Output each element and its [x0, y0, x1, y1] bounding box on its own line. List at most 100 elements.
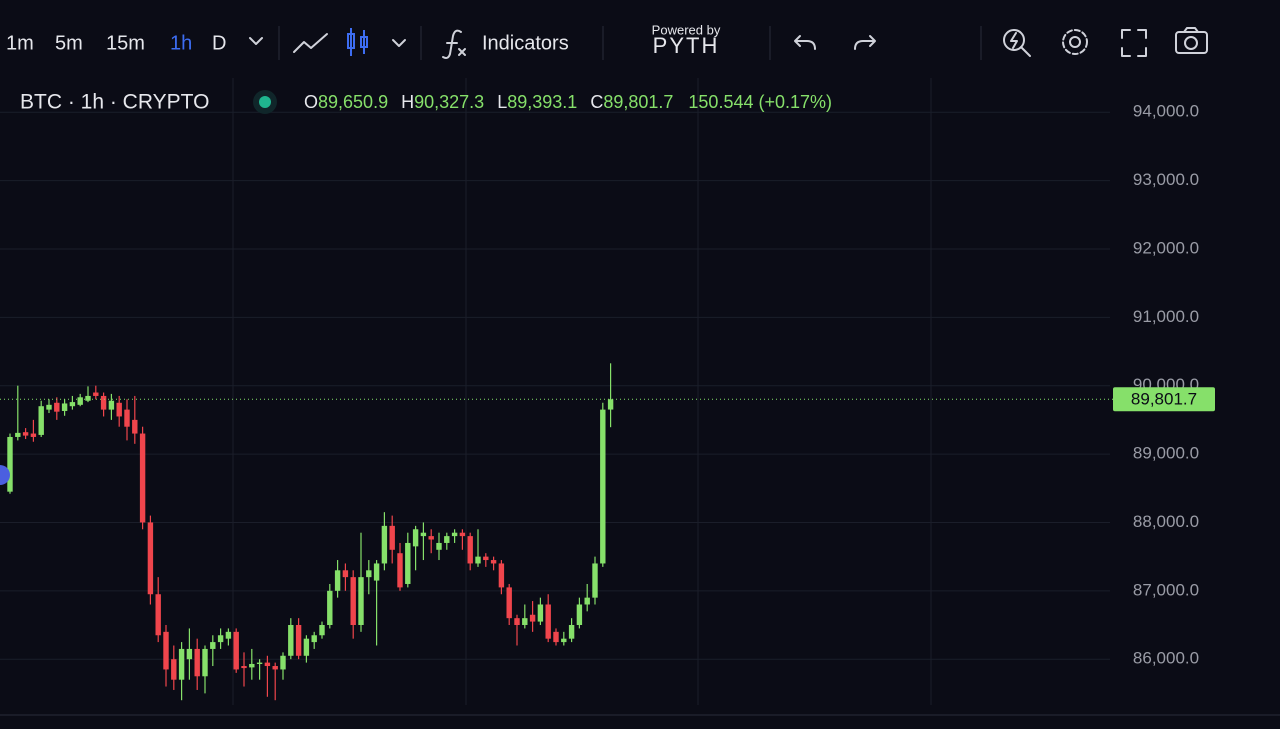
interval-button[interactable]: 15m: [106, 32, 145, 54]
interval-button[interactable]: 1h: [170, 32, 192, 54]
candle-body: [210, 642, 216, 649]
candle-body: [61, 403, 68, 411]
indicators-button[interactable]: Indicators: [482, 32, 569, 54]
candle-body: [451, 532, 458, 537]
candle-body: [147, 522, 154, 595]
redo-button[interactable]: [854, 35, 876, 50]
chart: 86,000.087,000.088,000.089,000.090,000.0…: [0, 78, 1215, 705]
settings-button[interactable]: [1062, 29, 1088, 55]
candle-body: [311, 635, 317, 643]
line-chart-button[interactable]: [293, 33, 328, 53]
candle-body: [249, 663, 255, 668]
fx-icon-x: [458, 48, 466, 56]
candle-body: [459, 532, 466, 537]
candle-body: [561, 638, 567, 643]
candle-body: [397, 553, 403, 588]
candle-body: [171, 659, 177, 680]
candle-body: [132, 419, 138, 434]
candle-body: [568, 625, 575, 639]
interval-button[interactable]: 5m: [55, 32, 83, 54]
candle-body: [256, 662, 263, 664]
l-value: 89,393.1: [507, 92, 577, 112]
c-value: 89,801.7: [603, 92, 673, 112]
candle-body: [522, 618, 528, 626]
candle-body: [506, 587, 512, 619]
candle-body: [545, 604, 551, 639]
price-tick-label: 86,000.0: [1133, 649, 1199, 668]
candle-body: [607, 399, 614, 410]
brand: PYTH: [653, 33, 720, 58]
candle-chart-button[interactable]: [347, 28, 368, 56]
candle-body: [592, 563, 598, 598]
price-tick-label: 89,000.0: [1133, 444, 1199, 463]
c-label: C: [590, 92, 603, 112]
candle-body: [529, 614, 536, 622]
candle-body: [303, 638, 310, 656]
candle-body: [553, 631, 559, 643]
undo-button[interactable]: [794, 35, 816, 50]
powered-by: Powered by: [652, 22, 721, 37]
l-label: L: [497, 92, 507, 112]
candle-body: [38, 406, 44, 435]
o-value: 89,650.9: [318, 92, 388, 112]
h-value: 90,327.3: [414, 92, 484, 112]
fx-icon: [442, 29, 462, 59]
price-tick-label: 87,000.0: [1133, 580, 1199, 599]
symbol: BTC · 1h · CRYPTO: [20, 91, 209, 114]
magnet-button[interactable]: [1003, 29, 1031, 57]
candle-body: [186, 648, 193, 660]
screenshot-button[interactable]: [1175, 27, 1208, 54]
candle-body: [366, 570, 372, 578]
candle-body: [264, 662, 271, 667]
candle-body: [334, 570, 341, 591]
candle-body: [233, 631, 239, 670]
interval-button[interactable]: 1m: [6, 32, 34, 54]
candle-body: [217, 635, 224, 643]
candle-body: [139, 433, 146, 523]
candle-body: [108, 400, 115, 410]
candle-body: [467, 536, 473, 564]
candle-body: [225, 631, 232, 639]
candle-body: [7, 436, 13, 492]
price-tick-label: 94,000.0: [1133, 102, 1199, 121]
candle-body: [163, 631, 169, 670]
candle-body: [412, 529, 419, 547]
interval-group: 1m 5m 15m 1h D: [6, 32, 226, 54]
candle-body: [490, 560, 497, 564]
status-dot: [259, 96, 271, 108]
candle-body: [381, 525, 388, 564]
o-label: O: [304, 92, 318, 112]
candle-body: [272, 666, 278, 670]
interval-dropdown[interactable]: [249, 37, 263, 45]
candle-body: [202, 648, 208, 677]
candle-body: [280, 655, 286, 670]
candle-body: [420, 532, 427, 537]
candle-body: [30, 433, 37, 437]
candle-body: [389, 525, 395, 550]
candle-body: [77, 397, 83, 405]
chart-type-dropdown[interactable]: [392, 39, 406, 47]
candle-body: [295, 625, 302, 656]
candle-body: [498, 563, 505, 588]
price-tick-label: 93,000.0: [1133, 170, 1199, 189]
candle-body: [69, 402, 76, 407]
interval-button[interactable]: D: [212, 32, 226, 54]
candle-body: [327, 590, 333, 626]
candle-body: [576, 604, 583, 626]
change: 150.544 (+0.17%): [688, 92, 832, 112]
scroll-handle[interactable]: [0, 465, 10, 485]
candle-body: [85, 395, 91, 401]
price-tick-label: 88,000.0: [1133, 512, 1199, 531]
fullscreen-button[interactable]: [1121, 29, 1147, 57]
candle-body: [373, 563, 380, 581]
candle-body: [342, 570, 349, 578]
candle-body: [155, 594, 161, 636]
candle-body: [514, 618, 520, 626]
candle-body: [54, 402, 60, 412]
candle-body: [436, 542, 442, 550]
candle-body: [537, 604, 544, 622]
price-badge: [1113, 387, 1215, 412]
candle-body: [93, 392, 99, 396]
candle-body: [358, 577, 364, 626]
candle-body: [600, 409, 606, 564]
